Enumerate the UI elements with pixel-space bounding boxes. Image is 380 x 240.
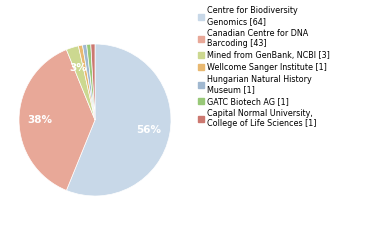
- Wedge shape: [82, 44, 95, 120]
- Wedge shape: [66, 46, 95, 120]
- Wedge shape: [91, 44, 95, 120]
- Wedge shape: [78, 45, 95, 120]
- Text: 38%: 38%: [28, 115, 53, 125]
- Wedge shape: [87, 44, 95, 120]
- Wedge shape: [19, 50, 95, 190]
- Text: 3%: 3%: [70, 63, 87, 73]
- Text: 56%: 56%: [136, 126, 161, 136]
- Wedge shape: [66, 44, 171, 196]
- Legend: Centre for Biodiversity
Genomics [64], Canadian Centre for DNA
Barcoding [43], M: Centre for Biodiversity Genomics [64], C…: [198, 6, 330, 128]
